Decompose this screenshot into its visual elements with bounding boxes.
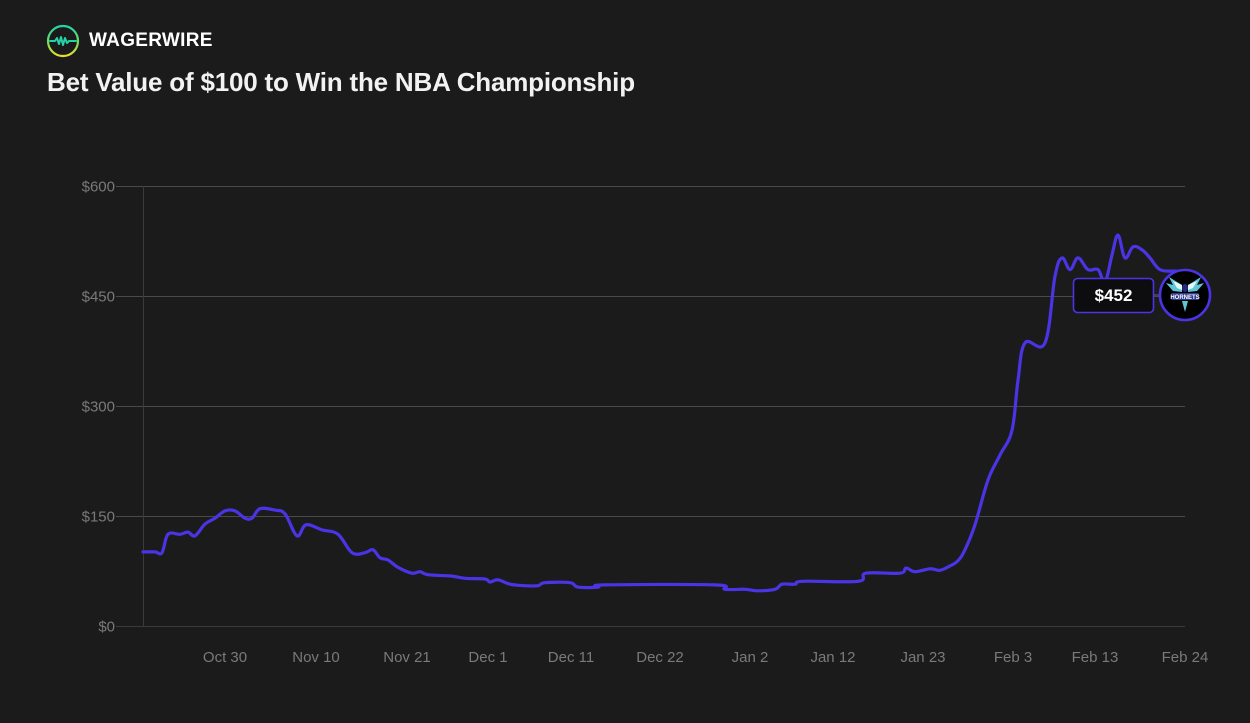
x-tick-label: Jan 12 [810,649,855,666]
y-axis-ticks: $0 $150 $300 $450 $600 [82,179,115,636]
hornets-logo-icon: HORNETS [1158,268,1212,322]
brand-name: WAGERWIRE [89,30,213,51]
x-tick-label: Feb 3 [994,649,1032,666]
y-tick-label: $450 [82,289,115,306]
data-line [141,233,1187,593]
x-tick-label: Nov 21 [383,649,431,666]
x-tick-label: Nov 10 [292,649,340,666]
brand: WAGERWIRE [46,24,213,58]
y-tick-label: $150 [82,509,115,526]
value-callout: $452 [1072,277,1162,314]
callout-value: $452 [1095,286,1133,305]
y-tick-label: $300 [82,399,115,416]
x-tick-label: Jan 23 [900,649,945,666]
x-tick-label: Oct 30 [203,649,247,666]
x-tick-label: Dec 11 [548,649,594,666]
x-axis-ticks: Oct 30 Nov 10 Nov 21 Dec 1 Dec 11 Dec 22 Jan 2… [203,649,1208,666]
y-tick-label: $0 [98,619,115,636]
x-tick-label: Feb 24 [1162,649,1209,666]
chart-title: Bet Value of $100 to Win the NBA Champio… [47,67,635,97]
y-tick-label: $600 [82,179,115,196]
x-tick-label: Dec 22 [636,649,684,666]
x-tick-label: Jan 2 [732,649,769,666]
x-tick-label: Feb 13 [1072,649,1119,666]
x-tick-label: Dec 1 [468,649,507,666]
svg-text:HORNETS: HORNETS [1170,295,1199,301]
gridlines [116,186,1185,627]
pulse-circle-icon [46,24,80,58]
